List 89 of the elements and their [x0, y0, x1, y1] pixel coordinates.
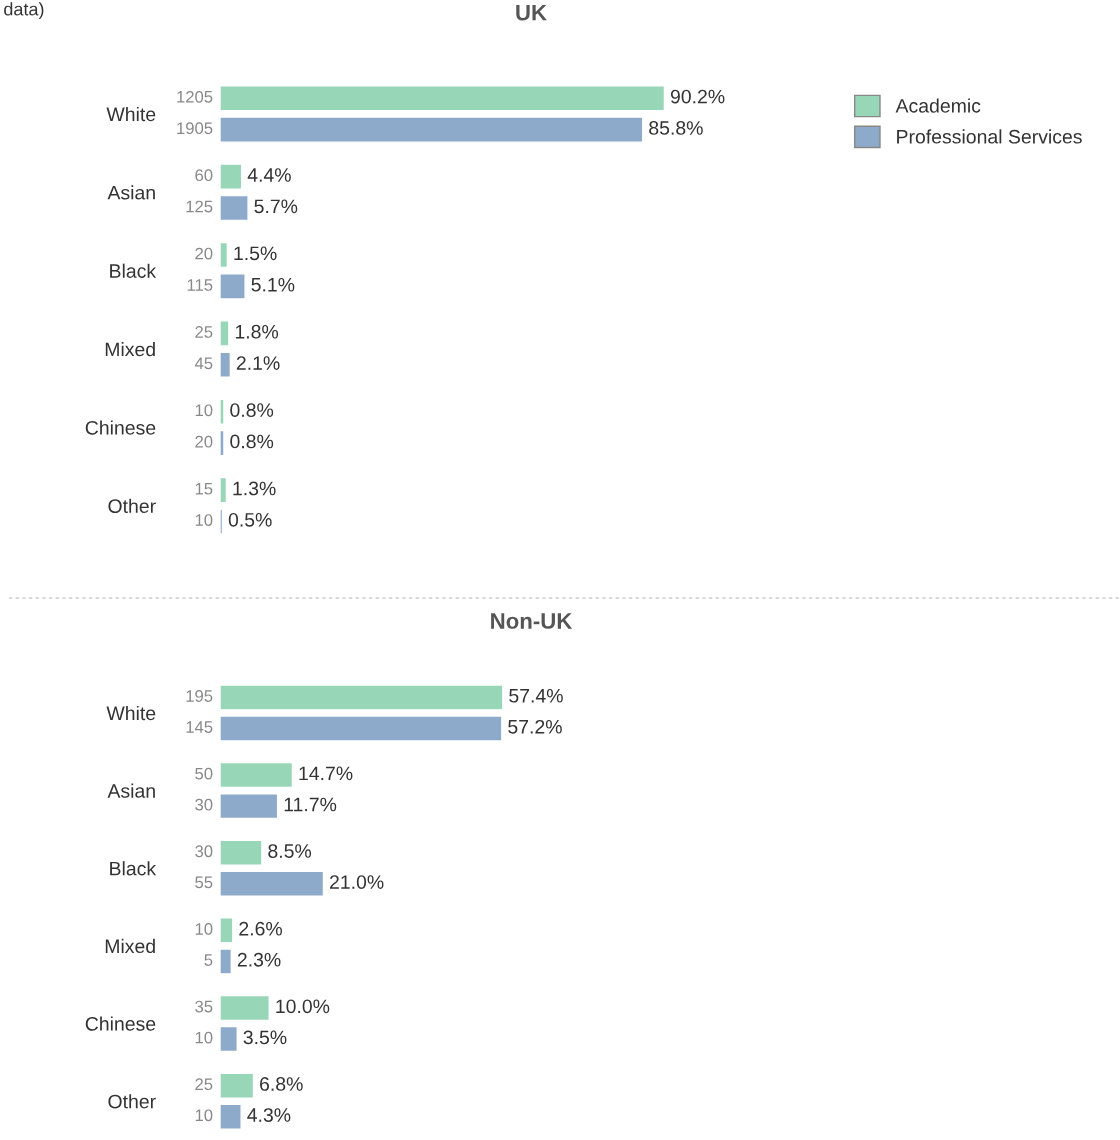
data-label: 90.2% — [670, 89, 725, 104]
bar — [220, 163, 243, 190]
text: 20 — [195, 435, 213, 448]
text: 25 — [195, 326, 213, 338]
data-label: 8.5% — [268, 844, 312, 858]
legend-label: Academic — [895, 98, 981, 113]
data-label: 14.7% — [299, 766, 353, 781]
bar — [220, 1072, 255, 1099]
bar — [220, 1103, 242, 1130]
y-tick-label: Other — [108, 1094, 156, 1109]
bar — [220, 273, 246, 300]
text: 10 — [195, 1031, 213, 1044]
bar — [220, 241, 229, 269]
data-label: 2.1% — [236, 356, 280, 370]
bar — [220, 320, 230, 347]
bar — [220, 351, 232, 378]
bar — [220, 994, 270, 1022]
bar — [220, 1025, 238, 1053]
data-label: 21.0% — [330, 875, 384, 889]
y-tick-label: Asian — [107, 783, 155, 798]
text: 30 — [195, 798, 213, 811]
legend-label: Professional Services — [897, 129, 1082, 144]
bar — [220, 792, 279, 820]
data-label: 0.8% — [230, 403, 274, 417]
data-label: 85.8% — [649, 121, 703, 135]
text: 195 — [186, 690, 213, 702]
data-label: 2.3% — [237, 952, 281, 967]
text: 125 — [186, 200, 213, 213]
bar — [220, 839, 263, 866]
data-label: 4.3% — [247, 1108, 291, 1122]
data-label: 1.3% — [233, 481, 276, 496]
text: 1205 — [177, 90, 213, 103]
bar — [220, 398, 225, 425]
y-tick-label: Mixed — [105, 938, 155, 954]
text: 10 — [195, 404, 213, 417]
data-label: 0.5% — [228, 512, 272, 527]
chart-title: UK — [516, 4, 547, 21]
text: data) — [4, 2, 44, 20]
data-label: 0.8% — [230, 434, 274, 449]
y-tick-label: White — [106, 705, 156, 721]
text: 145 — [186, 721, 213, 733]
data-label: 6.8% — [260, 1077, 303, 1091]
y-tick-label: White — [106, 106, 156, 122]
text: 10 — [195, 514, 213, 526]
text: 20 — [195, 247, 213, 260]
text: 25 — [195, 1078, 213, 1091]
bar — [220, 476, 228, 504]
y-tick-label: Other — [108, 498, 156, 514]
text: 15 — [195, 482, 213, 495]
bar — [220, 948, 233, 975]
bar — [220, 85, 666, 112]
text: 45 — [194, 357, 213, 370]
data-label: 10.0% — [276, 999, 330, 1014]
bar — [220, 761, 294, 789]
y-tick-label: Black — [110, 861, 157, 876]
y-tick-label: Chinese — [85, 1016, 156, 1031]
text: 50 — [195, 767, 213, 780]
data-label: 3.5% — [243, 1030, 287, 1045]
bar — [220, 715, 503, 742]
data-label: 4.4% — [247, 168, 291, 182]
bar — [220, 917, 234, 944]
text: 35 — [195, 1000, 213, 1013]
data-label: 57.2% — [508, 719, 562, 734]
text: 5 — [204, 954, 213, 966]
text: 1905 — [177, 122, 213, 135]
data-label: 1.5% — [234, 246, 277, 261]
text: 30 — [195, 845, 213, 858]
text: 115 — [187, 279, 213, 291]
y-tick-label: Mixed — [105, 342, 155, 357]
text: 10 — [195, 1109, 213, 1122]
bar — [220, 684, 504, 711]
data-label: 11.7% — [284, 797, 337, 812]
data-label: 5.1% — [251, 277, 295, 292]
bar — [220, 508, 224, 535]
bar — [220, 870, 325, 897]
bar — [220, 194, 249, 222]
text: 10 — [195, 923, 213, 935]
text: 55 — [195, 876, 213, 889]
data-label: 1.8% — [235, 324, 279, 339]
data-label: 5.7% — [254, 199, 298, 214]
bar — [220, 429, 225, 457]
data-label: 2.6% — [239, 921, 282, 936]
y-tick-label: Asian — [107, 185, 155, 200]
text: 60 — [195, 169, 213, 182]
y-tick-label: Chinese — [85, 420, 156, 435]
chart-title: Non-UK — [491, 613, 573, 629]
bar — [220, 116, 644, 143]
data-label: 57.4% — [509, 688, 563, 703]
y-tick-label: Black — [110, 263, 157, 278]
